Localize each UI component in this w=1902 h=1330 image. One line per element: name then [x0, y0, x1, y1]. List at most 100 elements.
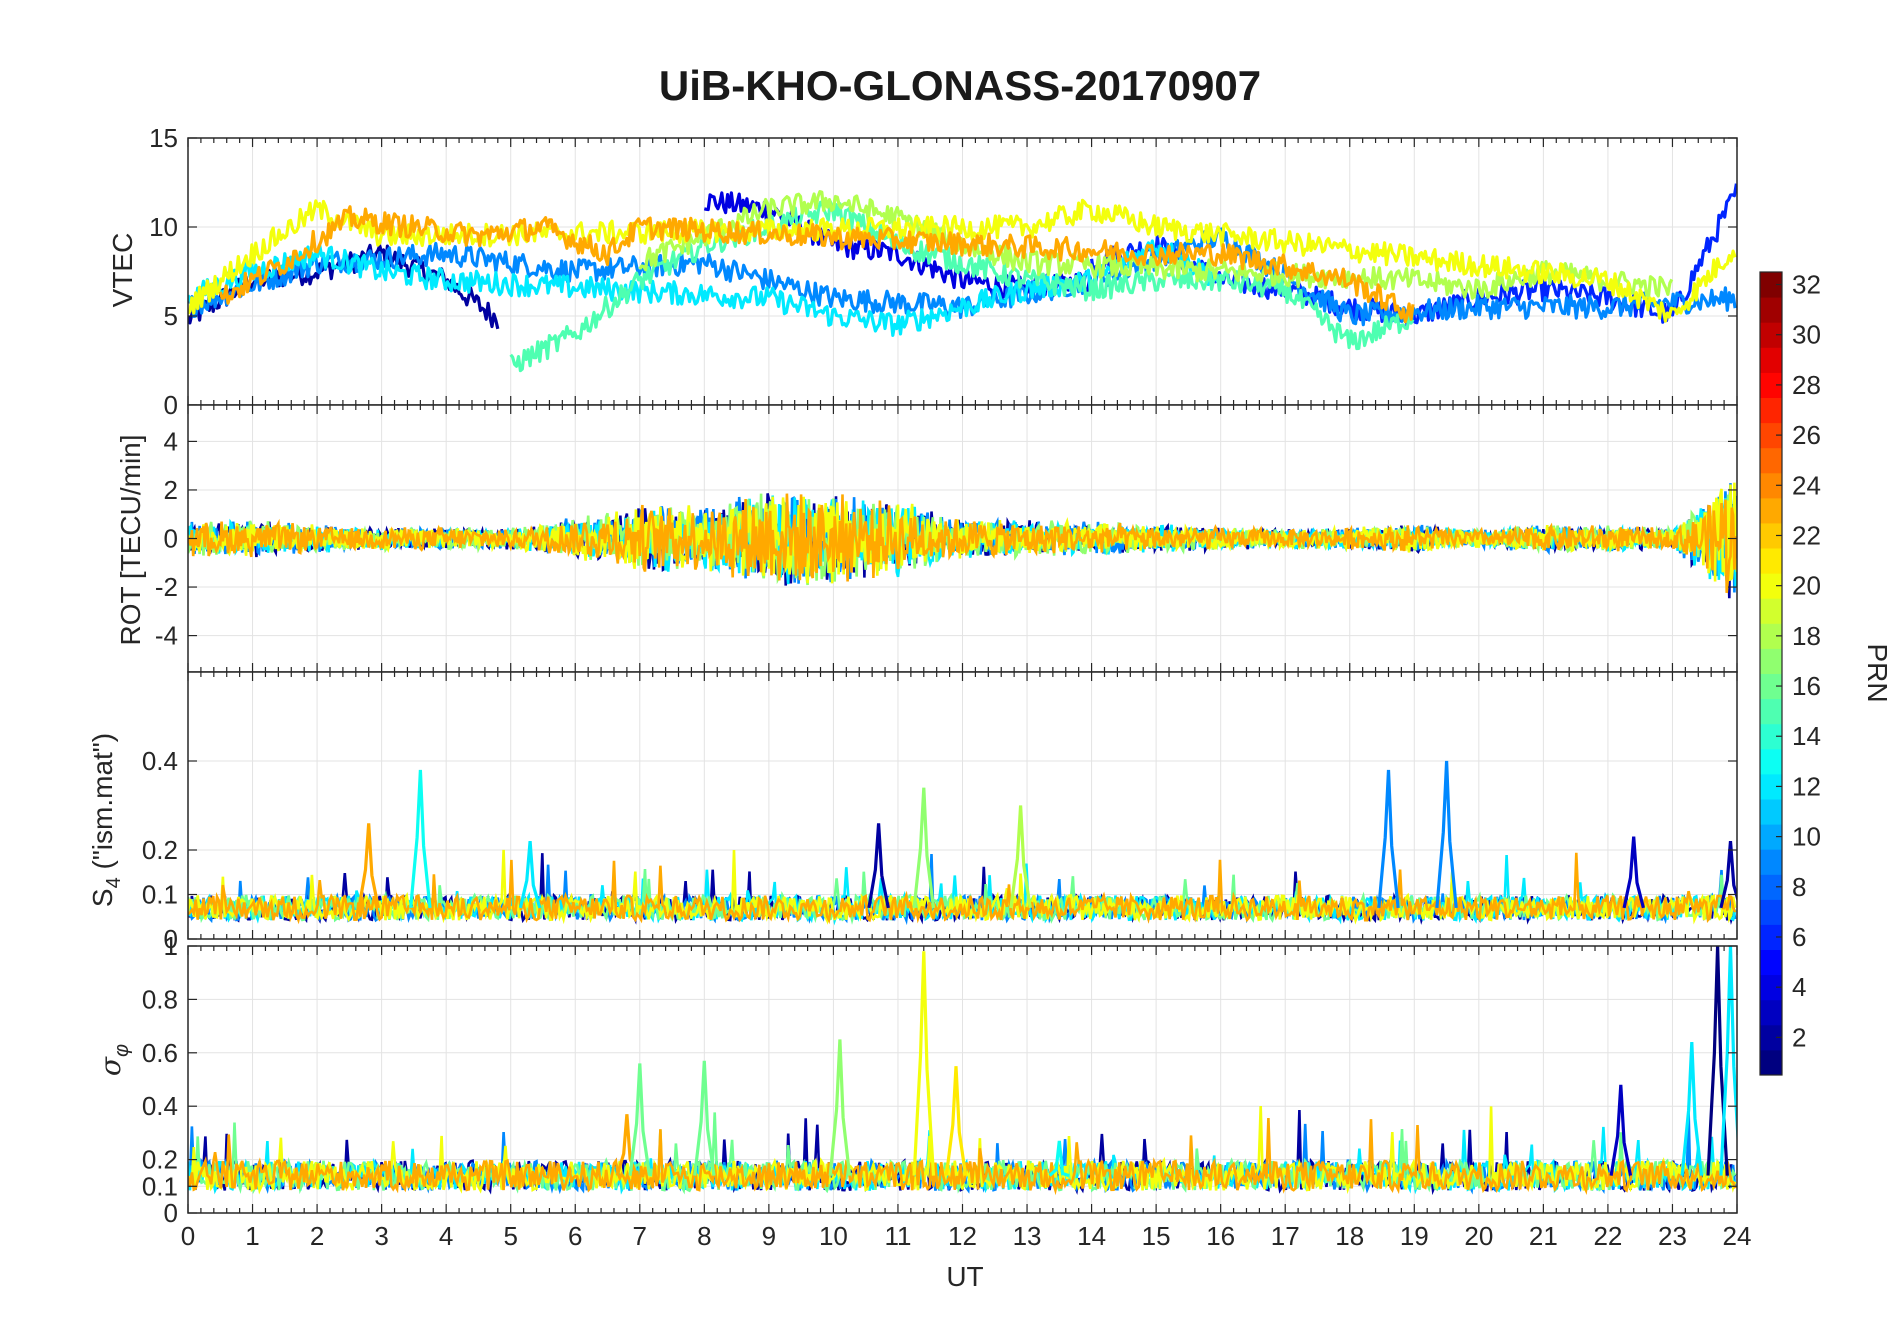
spike-prn-12: [518, 840, 542, 909]
colorbar-swatch: [1760, 849, 1782, 875]
rot-panel: -4 -2 0 2 4: [155, 404, 1738, 673]
colorbar-swatch: [1760, 999, 1782, 1026]
spike-prn-2: [867, 823, 890, 909]
x-tick-labels: 0 1 2 3 4 5 6 7 8 9 10 11 12 13 14 15 16 17 18 19 20 21 22 23 24: [181, 1221, 1752, 1251]
y-tick-label: 0.1: [142, 880, 178, 910]
y-tick-label: 0.8: [142, 984, 178, 1014]
series-line-prn-15: [509, 199, 1415, 373]
x-tick-label: 10: [819, 1221, 848, 1251]
y-tick-label: 1: [164, 931, 178, 961]
data-lines: [188, 183, 1737, 373]
x-tick-label: 24: [1723, 1221, 1752, 1251]
colorbar-swatch: [1760, 297, 1782, 323]
spike-prn-3: [1622, 836, 1645, 909]
x-tick-label: 2: [310, 1221, 324, 1251]
svg-text:S4 ("ism.mat"): S4 ("ism.mat"): [87, 733, 125, 907]
colorbar-swatch: [1760, 447, 1782, 474]
spike-prn-12: [1719, 946, 1737, 1176]
colorbar-swatch: [1760, 548, 1782, 574]
colorbar-swatch: [1760, 497, 1782, 524]
x-tick-label: 15: [1142, 1221, 1171, 1251]
colorbar-swatch: [1760, 924, 1782, 950]
x-tick-label: 6: [568, 1221, 582, 1251]
colorbar-tick-label: 6: [1792, 922, 1806, 952]
colorbar-swatch: [1760, 949, 1782, 976]
figure-title: UiB-KHO-GLONASS-20170907: [659, 62, 1261, 109]
colorbar-swatch: [1760, 874, 1782, 900]
data-lines: [188, 760, 1737, 926]
s4-axis-label: S4 ("ism.mat"): [87, 733, 125, 907]
x-tick-label: 21: [1529, 1221, 1558, 1251]
spike-prn-12: [1680, 1042, 1704, 1176]
colorbar-swatch: [1760, 1024, 1782, 1051]
spike-prn-20: [912, 951, 936, 1176]
colorbar-swatch: [1760, 748, 1782, 775]
colorbar-tick-label: 28: [1792, 370, 1821, 400]
colorbar-swatch: [1760, 522, 1782, 549]
y-tick-label: 0: [164, 390, 178, 420]
x-axis-label: UT: [946, 1261, 983, 1292]
colorbar-swatch: [1760, 598, 1782, 624]
x-tick-label: 22: [1593, 1221, 1622, 1251]
y-tick-label: 0.2: [142, 835, 178, 865]
spike-prn-16: [693, 1060, 716, 1176]
spike-prn-23: [357, 823, 380, 909]
spike-prn-13: [409, 769, 432, 909]
colorbar-swatch: [1760, 899, 1782, 925]
svg-text:σφ: σφ: [94, 1044, 133, 1076]
y-tick-label: -4: [155, 621, 178, 651]
s4-panel: 0 0.1 0.2 0.4: [142, 671, 1738, 954]
x-tick-label: 14: [1077, 1221, 1106, 1251]
x-tick-label: 12: [948, 1221, 977, 1251]
colorbar-swatch: [1760, 272, 1782, 298]
y-tick-label: 0: [164, 524, 178, 554]
series-line-prn-12: [188, 239, 1222, 337]
y-tick-label: 0: [164, 924, 178, 954]
colorbar-swatch: [1760, 799, 1782, 825]
spike-prn-17: [912, 787, 936, 909]
colorbar-swatch: [1760, 623, 1782, 649]
colorbar-label: PRN: [1862, 643, 1893, 702]
colorbar-swatch: [1760, 372, 1782, 398]
colorbar-tick-label: 30: [1792, 320, 1821, 350]
colorbar-tick-label: 24: [1792, 470, 1821, 500]
x-tick-label: 1: [245, 1221, 259, 1251]
colorbar-swatch: [1760, 773, 1782, 800]
spike-prn-9: [1435, 760, 1458, 909]
x-tick-label: 8: [697, 1221, 711, 1251]
x-tick-label: 16: [1206, 1221, 1235, 1251]
spike-prn-2: [1719, 840, 1737, 909]
colorbar-tick-label: 16: [1792, 671, 1821, 701]
y-tick-label: 4: [164, 426, 178, 456]
colorbar-swatch: [1760, 648, 1782, 674]
x-tick-label: 11: [884, 1221, 911, 1251]
colorbar-swatch: [1760, 422, 1782, 449]
y-tick-label: 0.6: [142, 1038, 178, 1068]
x-tick-label: 7: [633, 1221, 647, 1251]
colorbar-swatch: [1760, 397, 1782, 424]
colorbar-swatch: [1760, 673, 1782, 700]
spike-prn-21: [944, 1066, 968, 1176]
colorbar-tick-label: 8: [1792, 872, 1806, 902]
x-tick-label: 20: [1464, 1221, 1493, 1251]
y-tick-label: -2: [155, 572, 178, 602]
x-tick-label: 5: [503, 1221, 517, 1251]
colorbar-swatch: [1760, 472, 1782, 499]
colorbar-tick-label: 4: [1792, 972, 1806, 1002]
y-tick-label: 10: [149, 212, 178, 242]
y-tick-label: 0.1: [142, 1171, 178, 1201]
spike-prn-3: [1609, 1084, 1633, 1176]
baseline-trace-prn-23: [188, 1118, 1737, 1196]
colorbar-tick-label: 10: [1792, 822, 1821, 852]
series-line-prn-18: [638, 190, 1674, 300]
data-lines: [188, 482, 1737, 599]
baseline-trace-prn-23: [188, 852, 1737, 925]
spike-prn-1: [1706, 946, 1729, 1176]
x-tick-label: 0: [181, 1221, 195, 1251]
x-tick-label: 18: [1335, 1221, 1364, 1251]
colorbar-tick-label: 26: [1792, 420, 1821, 450]
colorbar-tick-label: 12: [1792, 771, 1821, 801]
data-lines: [188, 946, 1737, 1196]
